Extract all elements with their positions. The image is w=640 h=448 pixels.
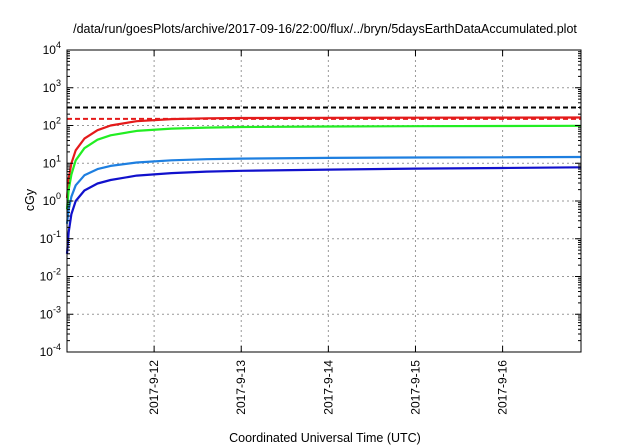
y-tick-exponent: -2	[53, 267, 61, 277]
series-group	[65, 116, 582, 254]
y-tick-label: 100	[43, 191, 61, 208]
plot-area	[65, 106, 582, 254]
series-line	[65, 155, 582, 224]
y-axis-label: cGy	[23, 188, 37, 211]
x-tick-label: 2017-9-14	[321, 360, 335, 415]
x-axis-label: Coordinated Universal Time (UTC)	[229, 431, 421, 445]
y-tick-label: 10-2	[40, 267, 61, 284]
y-tick-label: 10-1	[40, 229, 61, 246]
x-tick-label: 2017-9-15	[408, 360, 422, 415]
y-tick-label: 104	[43, 40, 61, 57]
series-line	[65, 124, 582, 210]
y-tick-exponent: -3	[53, 304, 61, 314]
y-tick-label: 103	[43, 78, 61, 95]
series-line	[65, 116, 582, 199]
x-tick-label: 2017-9-12	[147, 360, 161, 415]
x-tick-label: 2017-9-16	[496, 360, 510, 415]
y-tick-label: 102	[43, 116, 61, 133]
y-tick-label: 10-4	[40, 342, 61, 359]
y-tick-exponent: 4	[56, 40, 61, 50]
y-tick-exponent: 1	[56, 153, 61, 163]
x-tick-label: 2017-9-13	[234, 360, 248, 415]
y-tick-exponent: -1	[53, 229, 61, 239]
y-tick-exponent: 0	[56, 191, 61, 201]
y-tick-exponent: 3	[56, 78, 61, 88]
chart-title: /data/run/goesPlots/archive/2017-09-16/2…	[73, 22, 577, 36]
x-axis: 2017-9-12 2017-9-13 2017-9-14 2017-9-15 2017…	[147, 50, 510, 415]
y-tick-label: 10-3	[40, 304, 61, 321]
grid	[67, 50, 581, 352]
y-tick-exponent: -4	[53, 342, 61, 352]
series-line	[65, 166, 582, 254]
y-tick-label: 101	[43, 153, 61, 170]
y-tick-exponent: 2	[56, 116, 61, 126]
